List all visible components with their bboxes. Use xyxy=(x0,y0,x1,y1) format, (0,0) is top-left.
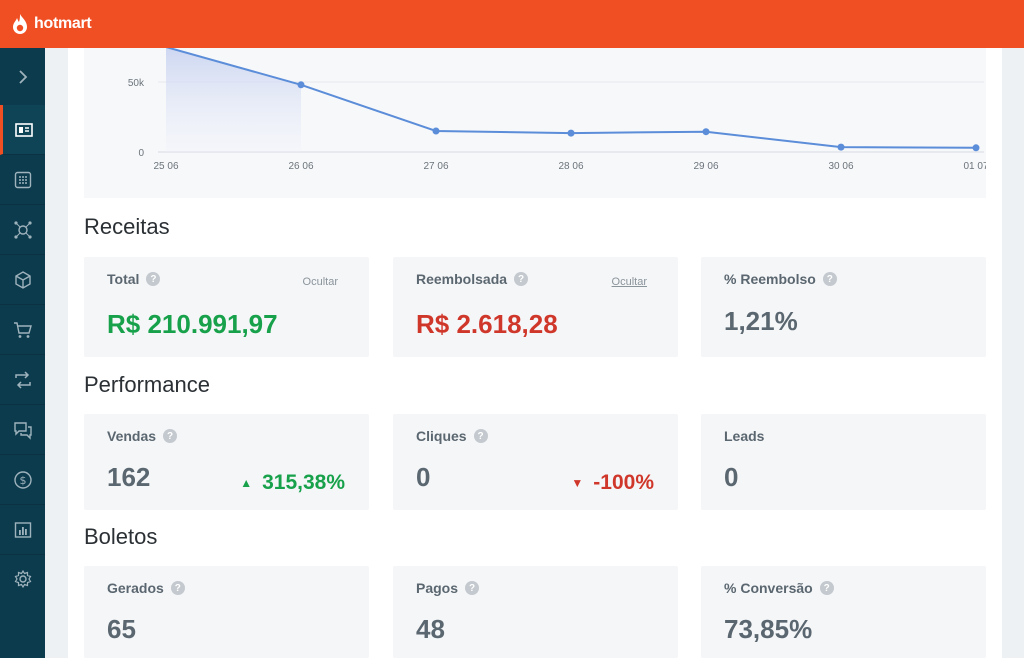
data-point xyxy=(702,128,710,136)
hide-reembolsada-link[interactable]: Ocultar xyxy=(611,276,647,288)
data-point xyxy=(567,129,575,137)
card-boletos-pagos: Pagos? 48 xyxy=(393,566,678,658)
card-performance-leads: Leads 0 xyxy=(701,414,986,510)
help-icon[interactable]: ? xyxy=(822,272,837,286)
dollar-icon: $ xyxy=(13,470,32,489)
card-value-pagos: 48 xyxy=(416,614,445,644)
cart-icon xyxy=(13,321,32,338)
card-receitas-total: Total? Ocultar R$ 210.991,97 xyxy=(84,257,369,357)
section-title-receitas: Receitas xyxy=(84,214,170,239)
help-icon[interactable]: ? xyxy=(473,429,488,443)
card-boletos-gerados: Gerados? 65 xyxy=(84,566,369,658)
main-content: 0 50k 25 06 26 06 27 06 28 06 29 06 30 06 01 07 … xyxy=(68,48,1002,658)
vendas-delta: ▲ 315,38% xyxy=(240,471,345,495)
card-value-reembolsada: R$ 2.618,28 xyxy=(416,309,558,339)
section-title-boletos: Boletos xyxy=(84,524,158,549)
card-performance-cliques: Cliques? 0 ▼ -100% xyxy=(393,414,678,510)
arrow-up-icon: ▲ xyxy=(240,476,253,490)
grid-icon xyxy=(14,171,31,188)
sales-chart-svg: 0 50k 25 06 26 06 27 06 28 06 29 06 30 06 01 07 xyxy=(128,48,986,172)
card-receitas-reembolsada: Reembolsada? Ocultar R$ 2.618,28 xyxy=(393,257,678,357)
card-receitas-pct-reembolso: % Reembolso? 1,21% xyxy=(701,257,986,357)
data-point xyxy=(837,143,845,151)
data-point xyxy=(972,144,980,152)
x-tick-label: 01 07 xyxy=(963,161,986,172)
sidebar-item-finance[interactable]: $ xyxy=(0,455,45,505)
sidebar: $ xyxy=(0,48,45,658)
help-icon[interactable]: ? xyxy=(819,581,834,595)
flame-icon xyxy=(13,14,27,34)
card-label-leads: Leads xyxy=(724,428,765,444)
sidebar-item-products[interactable] xyxy=(0,255,45,305)
card-label-pagos: Pagos xyxy=(416,580,459,596)
card-value-vendas: 162 xyxy=(107,462,151,492)
svg-text:$: $ xyxy=(19,474,26,487)
data-point xyxy=(432,127,440,135)
x-tick-label: 28 06 xyxy=(558,161,583,172)
x-tick-label: 30 06 xyxy=(828,161,853,172)
help-icon[interactable]: ? xyxy=(163,429,178,443)
y-tick-label: 50k xyxy=(128,78,145,89)
help-icon[interactable]: ? xyxy=(146,272,161,286)
vendas-delta-value: 315,38% xyxy=(262,471,345,494)
help-icon[interactable]: ? xyxy=(170,581,185,595)
sidebar-item-apps[interactable] xyxy=(0,155,45,205)
card-boletos-conversao: % Conversão? 73,85% xyxy=(701,566,986,658)
sidebar-item-sales[interactable] xyxy=(0,305,45,355)
y-tick-label: 0 xyxy=(138,148,144,159)
card-label-conversao: % Conversão xyxy=(724,580,813,596)
card-label-gerados: Gerados xyxy=(107,580,164,596)
hide-total-link[interactable]: Ocultar xyxy=(302,276,338,288)
sidebar-item-affiliates[interactable] xyxy=(0,205,45,255)
sidebar-item-settings[interactable] xyxy=(0,555,45,589)
arrow-down-icon: ▼ xyxy=(571,476,584,490)
card-value-gerados: 65 xyxy=(107,614,136,644)
x-tick-label: 25 06 xyxy=(153,161,178,172)
card-label-vendas: Vendas xyxy=(107,428,157,444)
card-value-cliques: 0 xyxy=(416,462,431,492)
box-icon xyxy=(14,270,31,289)
x-tick-label: 27 06 xyxy=(423,161,448,172)
card-value-conversao: 73,85% xyxy=(724,614,813,644)
card-label-reembolsada: Reembolsada xyxy=(416,271,508,287)
cliques-delta-value: -100% xyxy=(593,471,654,494)
card-label-pct-reembolso: % Reembolso xyxy=(724,271,816,287)
sidebar-expand-button[interactable] xyxy=(0,52,45,102)
section-title-performance: Performance xyxy=(84,372,210,397)
affiliate-network-icon xyxy=(13,220,32,239)
card-value-leads: 0 xyxy=(724,462,739,492)
gear-icon xyxy=(14,569,31,589)
help-icon[interactable]: ? xyxy=(465,581,480,595)
card-label-total: Total xyxy=(107,271,140,287)
sales-chart: 0 50k 25 06 26 06 27 06 28 06 29 06 30 06 01 07 xyxy=(84,48,986,198)
card-label-cliques: Cliques xyxy=(416,428,467,444)
card-value-total: R$ 210.991,97 xyxy=(107,309,278,339)
bar-chart-icon xyxy=(14,521,31,538)
top-bar: hotmart xyxy=(0,0,1024,48)
sidebar-item-messages[interactable] xyxy=(0,405,45,455)
brand-name: hotmart xyxy=(34,15,92,32)
data-point xyxy=(297,81,305,89)
refresh-icon xyxy=(14,370,31,389)
sidebar-item-dashboard[interactable] xyxy=(0,105,45,155)
chart-area-fill xyxy=(166,48,301,152)
card-performance-vendas: Vendas? 162 ▲ 315,38% xyxy=(84,414,369,510)
sidebar-item-reports[interactable] xyxy=(0,505,45,555)
chat-icon xyxy=(13,421,32,440)
x-tick-label: 26 06 xyxy=(288,161,313,172)
dashboard-icon xyxy=(15,122,33,137)
chevron-right-icon xyxy=(18,70,27,84)
help-icon[interactable]: ? xyxy=(514,272,529,286)
card-value-pct-reembolso: 1,21% xyxy=(724,306,798,336)
sidebar-item-subscriptions[interactable] xyxy=(0,355,45,405)
cliques-delta: ▼ -100% xyxy=(571,471,654,495)
x-tick-label: 29 06 xyxy=(693,161,718,172)
hotmart-logo[interactable]: hotmart xyxy=(10,13,92,35)
